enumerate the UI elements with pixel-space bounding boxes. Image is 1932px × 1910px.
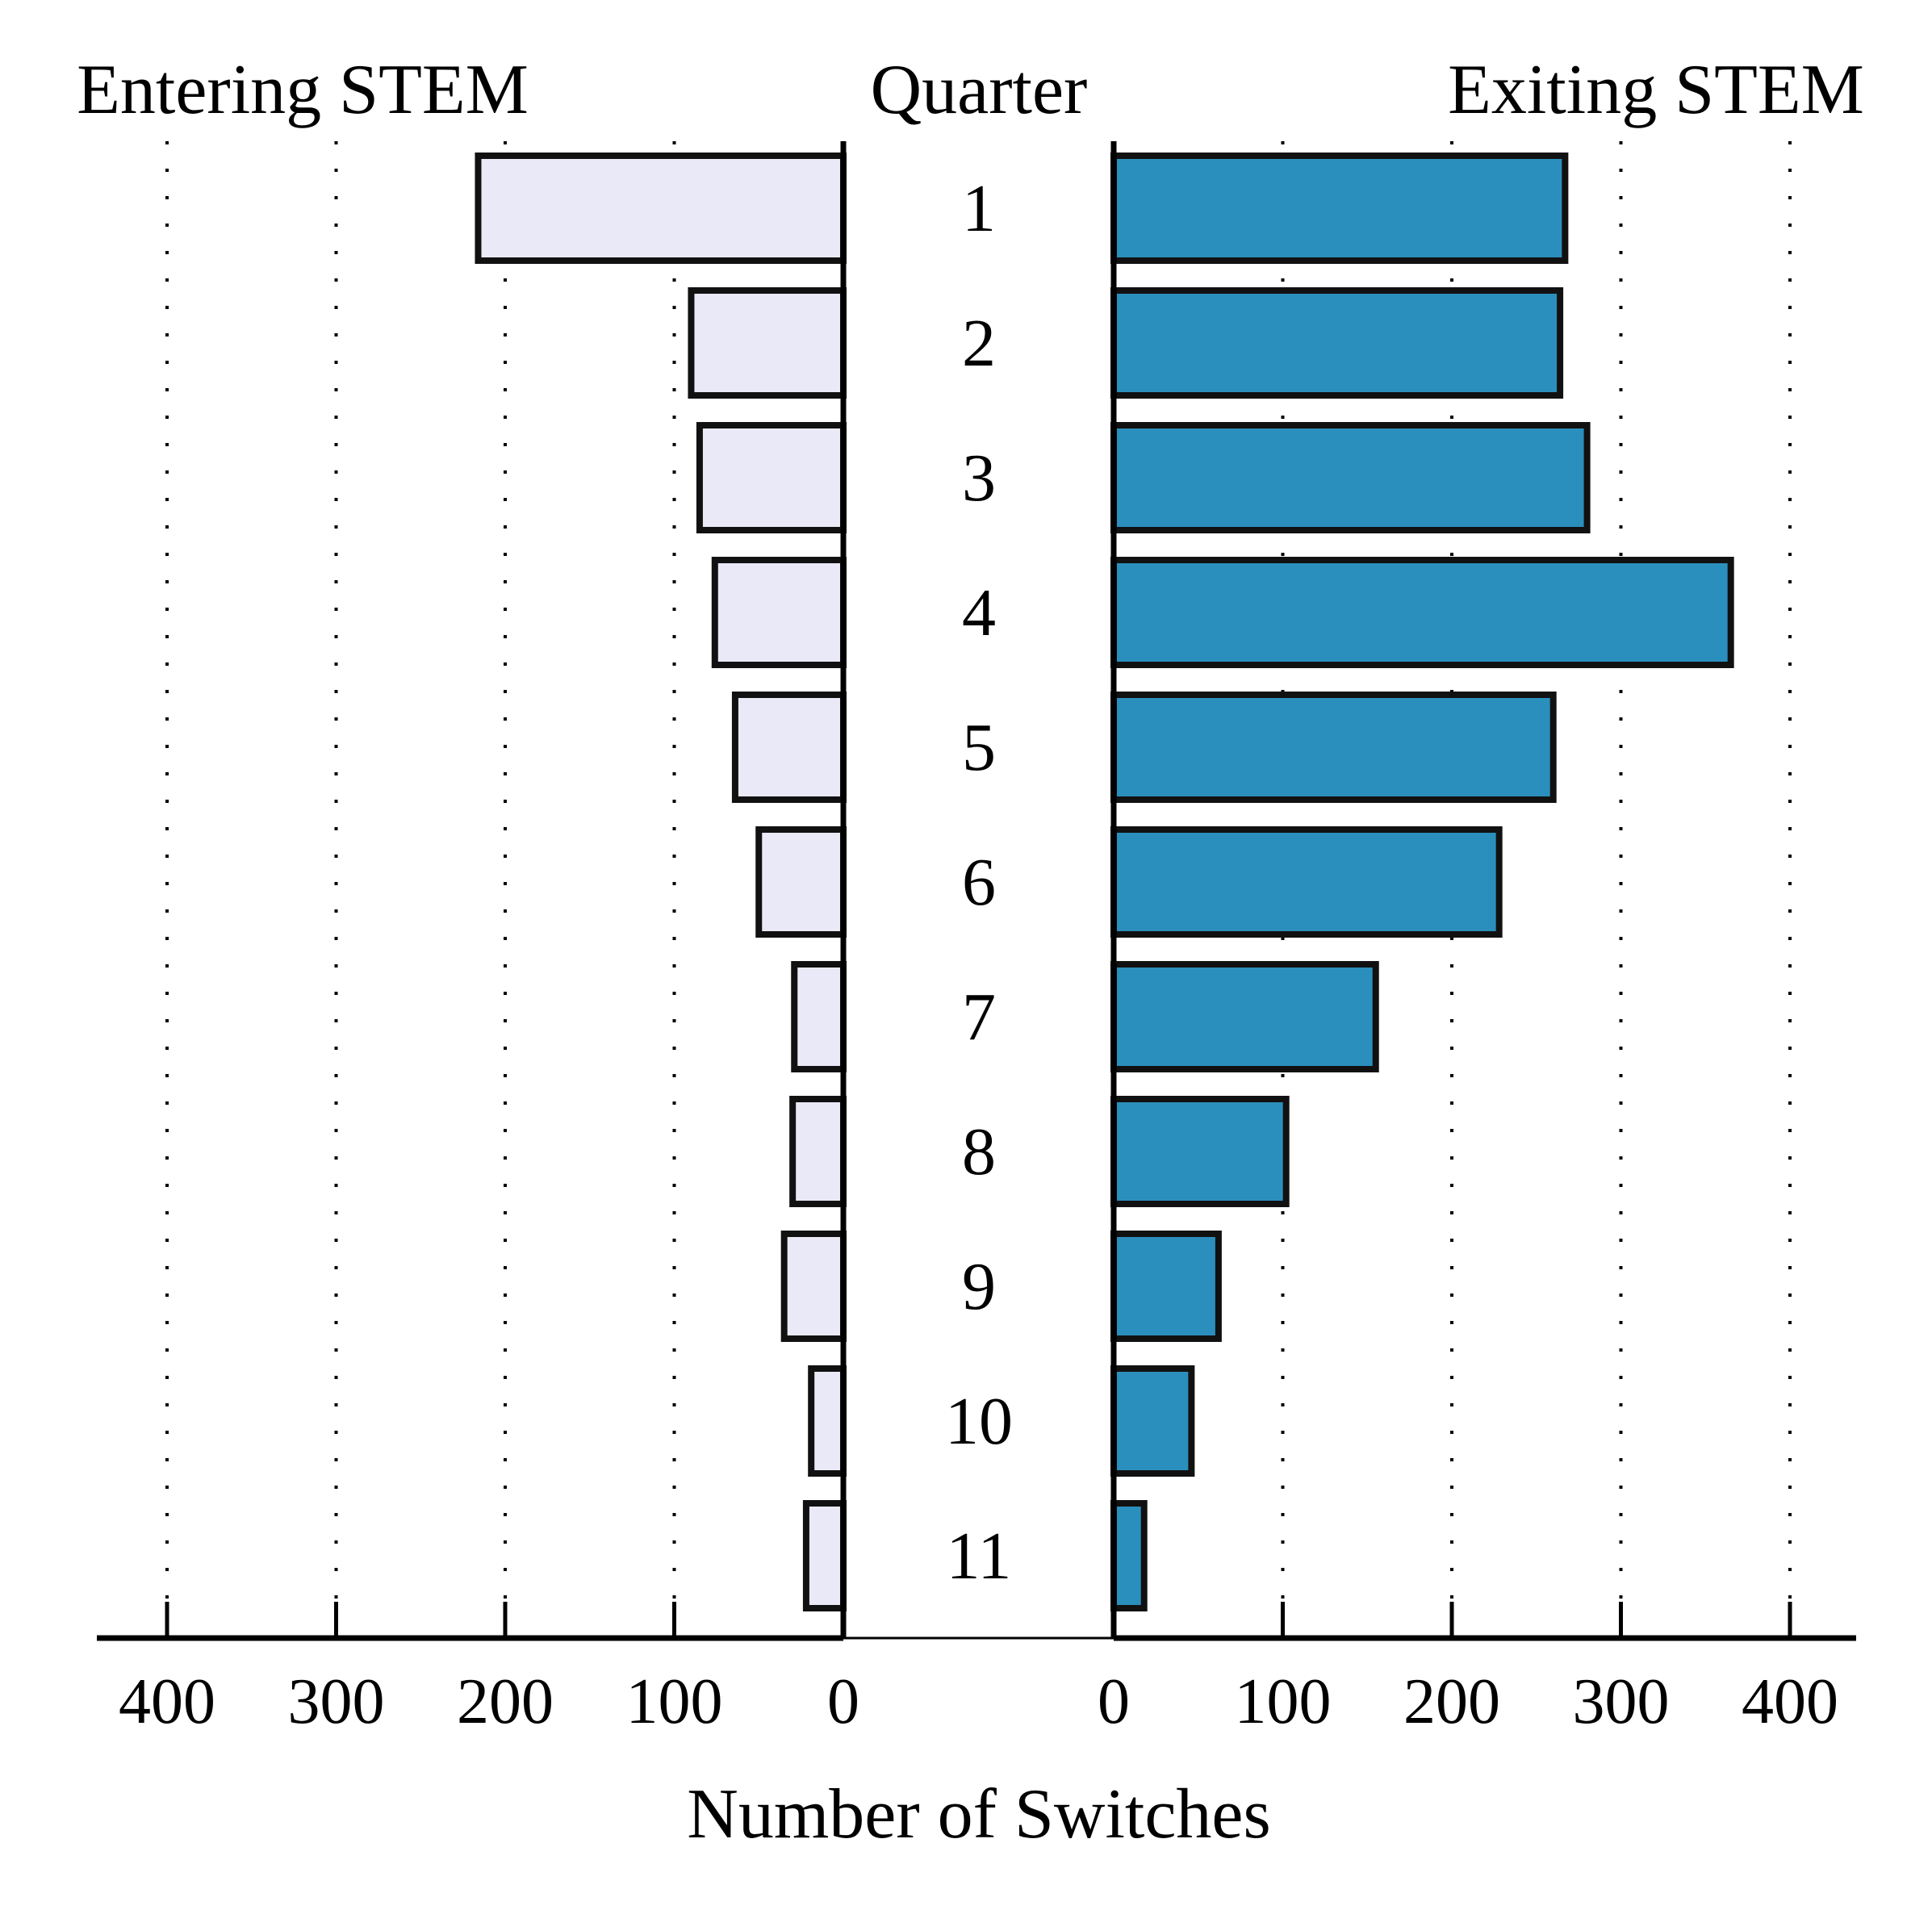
bar-exiting [1110, 287, 1564, 399]
bar-entering [808, 1365, 847, 1477]
bar-entering [731, 692, 847, 803]
bars [475, 153, 1734, 1611]
category-label: 11 [947, 1519, 1012, 1594]
bar-entering [789, 1096, 847, 1207]
tick-label-left: 300 [288, 1666, 385, 1737]
bar-entering [475, 153, 847, 264]
category-label: 8 [962, 1114, 996, 1189]
tick-label-right: 400 [1742, 1666, 1838, 1737]
bar-exiting [1110, 961, 1379, 1072]
category-label: 7 [962, 980, 996, 1055]
tick-label-left: 0 [827, 1666, 859, 1737]
axes [97, 141, 1856, 1641]
tick-label-left: 400 [119, 1666, 215, 1737]
x-axis-label: Number of Switches [687, 1775, 1270, 1854]
bar-exiting [1110, 1365, 1195, 1477]
bar-exiting [1110, 1096, 1290, 1207]
tick-label-right: 100 [1235, 1666, 1332, 1737]
bar-entering [791, 961, 847, 1072]
bar-exiting [1110, 692, 1557, 803]
tick-label-right: 300 [1573, 1666, 1670, 1737]
category-labels: 1 2 3 4 5 6 7 8 9 10 11 [945, 171, 1013, 1594]
category-label: 6 [962, 845, 996, 920]
bar-entering [802, 1500, 847, 1611]
bar-exiting [1110, 153, 1569, 264]
category-label: 3 [962, 441, 996, 516]
center-title: Quarter [871, 51, 1088, 129]
tick-label-left: 200 [457, 1666, 554, 1737]
bar-entering [688, 287, 847, 399]
category-label: 2 [962, 306, 996, 381]
bar-exiting [1110, 422, 1591, 533]
bar-exiting [1110, 557, 1734, 668]
tick-label-right: 200 [1403, 1666, 1500, 1737]
bar-exiting [1110, 1500, 1148, 1611]
bar-entering [711, 557, 847, 668]
tick-label-right: 0 [1098, 1666, 1130, 1737]
bar-exiting [1110, 826, 1503, 938]
bar-entering [696, 422, 847, 533]
category-label: 4 [962, 575, 996, 650]
right-title: Exiting STEM [1448, 51, 1864, 129]
bar-entering [780, 1231, 847, 1342]
category-label: 5 [962, 710, 996, 785]
tick-label-left: 100 [626, 1666, 723, 1737]
category-label: 10 [945, 1384, 1013, 1459]
bar-exiting [1110, 1231, 1222, 1342]
category-label: 9 [962, 1249, 996, 1324]
tick-labels: 0 0 100 100 200 200 300 300 400 400 [119, 1666, 1838, 1737]
left-title: Entering STEM [77, 51, 529, 129]
bar-entering [755, 826, 847, 938]
category-label: 1 [962, 171, 996, 246]
